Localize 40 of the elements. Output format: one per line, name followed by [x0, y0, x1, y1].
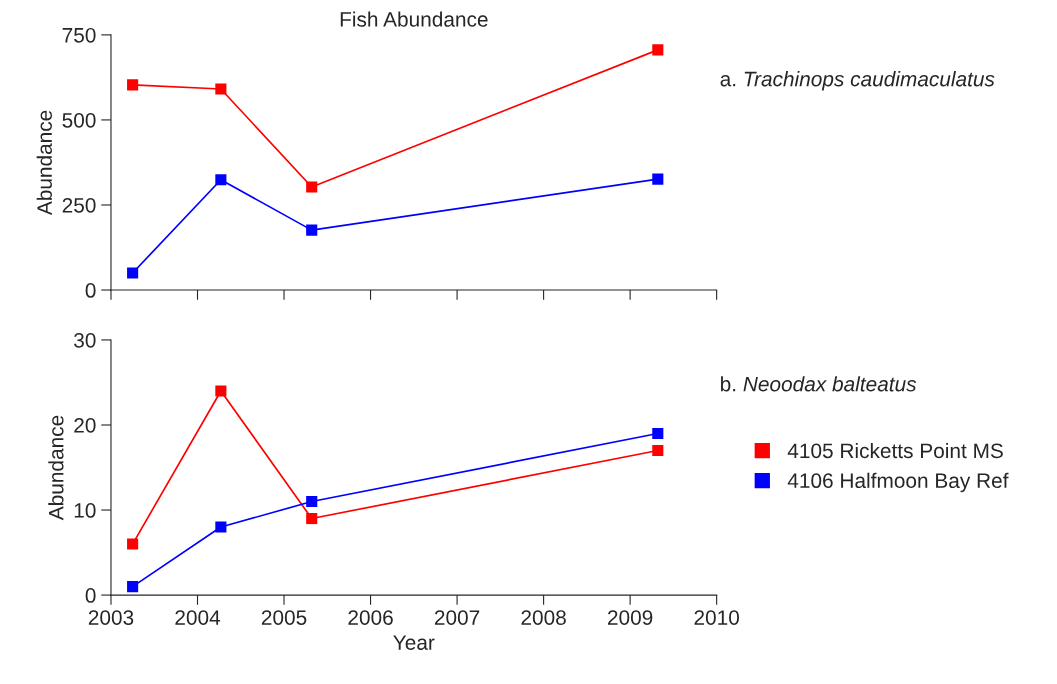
y-tick-label: 500 [62, 112, 96, 128]
point [127, 267, 139, 279]
x-tick-label: 2010 [694, 610, 740, 625]
y-axis-title: Abundance [36, 110, 52, 216]
text: a. Trachinops caudimaculatus [720, 71, 995, 91]
point [127, 79, 139, 91]
point [652, 444, 664, 457]
x-tick-label: 2009 [608, 610, 653, 625]
point [215, 385, 227, 397]
x-tick-label: 2007 [434, 610, 480, 625]
point [215, 174, 227, 186]
y-tick-label: 30 [74, 332, 96, 348]
point [215, 83, 227, 95]
point [652, 173, 664, 185]
point [306, 224, 318, 236]
x-tick-label: 2003 [88, 610, 134, 625]
x-tick-label: 2005 [261, 610, 307, 625]
x-axis-title: Year [393, 635, 435, 650]
point [652, 44, 664, 56]
point [306, 181, 318, 193]
y-tick-label: 0 [85, 588, 96, 603]
y-axis-title: Abundance [48, 415, 64, 521]
text: b. Neoodax balteatus [721, 376, 917, 392]
point [215, 521, 227, 533]
y-tick-label: 250 [62, 197, 96, 213]
x-tick-label: 2004 [175, 610, 221, 625]
point [306, 495, 318, 508]
y-tick-label: 0 [85, 283, 96, 298]
legend-label: 4106 Halfmoon Bay Ref [787, 472, 1009, 493]
point [652, 427, 664, 440]
legend-label: 4105 Ricketts Point MS [787, 442, 1003, 459]
x-tick-label: 2008 [521, 610, 566, 625]
y-tick-label: 750 [62, 27, 96, 43]
chart-title: Fish Abundance [340, 11, 488, 27]
point [127, 581, 139, 593]
x-tick-label: 2006 [348, 610, 393, 625]
y-tick-label: 20 [74, 417, 96, 433]
y-tick-label: 10 [74, 503, 96, 518]
point [127, 538, 139, 550]
point [306, 512, 318, 525]
